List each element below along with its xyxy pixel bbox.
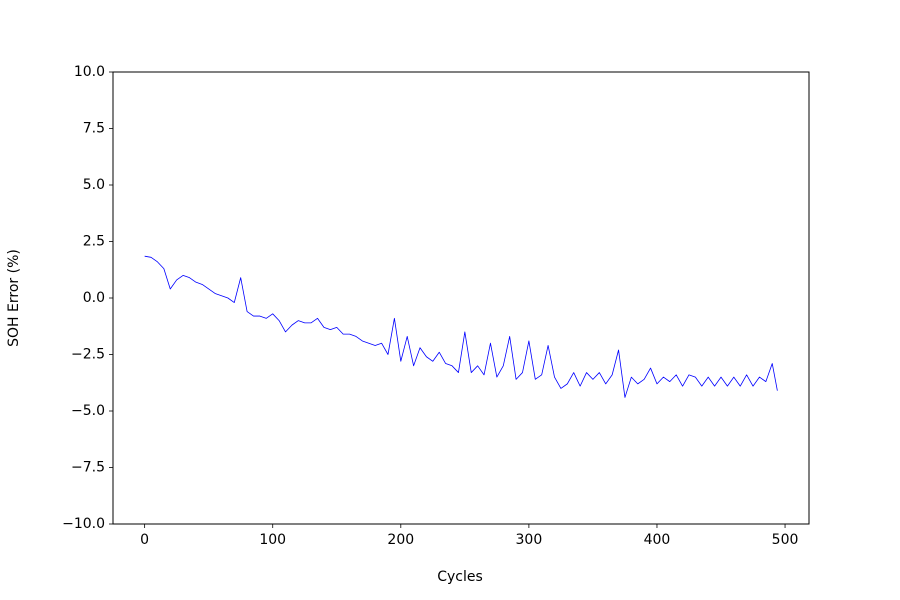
y-tick-label: −10.0 [62, 516, 105, 532]
x-tick-label: 400 [644, 532, 671, 548]
x-tick-label: 0 [140, 532, 149, 548]
y-tick-label: −7.5 [71, 460, 105, 476]
x-tick-label: 300 [516, 532, 543, 548]
y-tick-label: 0.0 [83, 290, 105, 306]
y-tick-label: −5.0 [71, 403, 105, 419]
data-line [144, 255, 778, 398]
y-tick-label: 10.0 [74, 64, 105, 80]
y-tick-label: −2.5 [71, 347, 105, 363]
y-tick-label: 7.5 [83, 121, 105, 137]
plot-frame [112, 71, 810, 525]
x-axis-label: Cycles [437, 569, 483, 585]
x-tick-label: 500 [772, 532, 799, 548]
y-tick-label: 5.0 [83, 177, 105, 193]
y-tick-label: 2.5 [83, 234, 105, 250]
y-axis-label: SOH Error (%) [6, 249, 22, 347]
x-tick-label: 200 [387, 532, 414, 548]
x-tick-label: 100 [259, 532, 286, 548]
